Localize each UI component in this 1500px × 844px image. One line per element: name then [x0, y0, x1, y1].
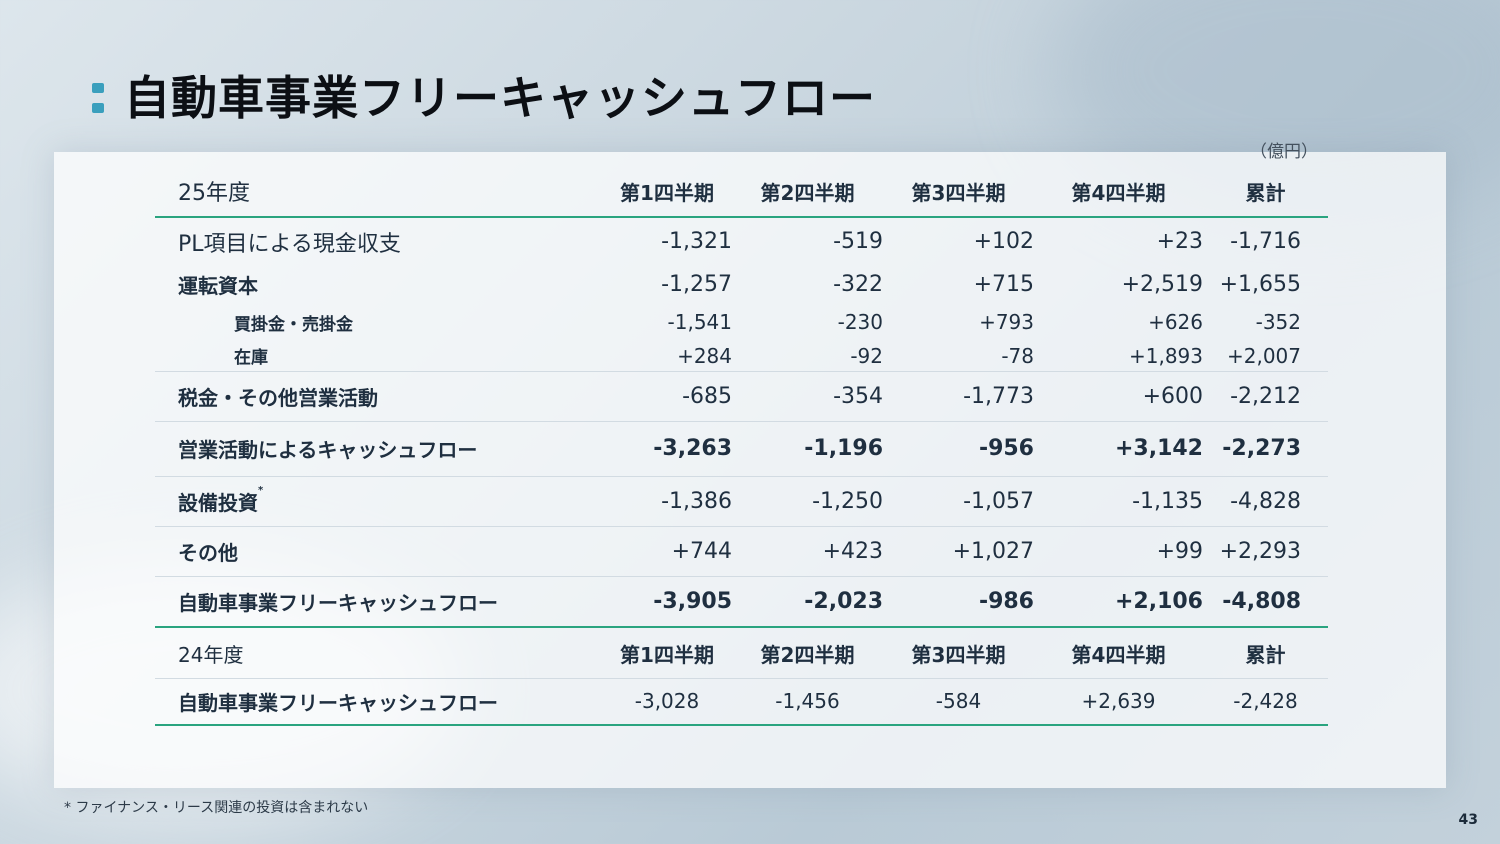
cell-value: +102 [973, 229, 1034, 254]
cell-value: -1,456 [732, 678, 883, 726]
unit-label: （億円） [1250, 142, 1318, 162]
table-row: その他 +744 +423 +1,027 +99 +2,293 [155, 526, 1328, 577]
cell-value: -4,828 [1203, 476, 1328, 527]
cell-value: -354 [732, 371, 883, 422]
cell-value: -956 [883, 421, 1034, 477]
cell-value: -3,028 [602, 678, 732, 726]
footnote-mark: * [258, 484, 264, 496]
cell-value: +793 [979, 310, 1034, 334]
row-label: 買掛金・売掛金 [234, 314, 353, 335]
header-row-fy24: 24年度 第1四半期 第2四半期 第3四半期 第4四半期 累計 [155, 627, 1328, 679]
cell-value: -1,135 [1034, 476, 1203, 527]
year-label: 24年度 [155, 627, 602, 679]
cell-value: +744 [602, 526, 732, 577]
row-label: 在庫 [155, 341, 602, 372]
table-row: 税金・その他営業活動 -685 -354 -1,773 +600 -2,212 [155, 371, 1328, 422]
cell-value: -92 [732, 341, 883, 372]
cell-value: -1,321 [661, 229, 732, 254]
row-label: 運転資本 [178, 273, 258, 298]
cell-value: +2,007 [1203, 341, 1328, 372]
cell-value: -685 [602, 371, 732, 422]
cell-value: +2,519 [1121, 271, 1203, 297]
cell-value: -519 [833, 229, 883, 254]
header-q2: 第2四半期 [732, 627, 883, 679]
cell-value: +3,142 [1034, 421, 1203, 477]
header-total: 累計 [1203, 627, 1328, 679]
year-label: 25年度 [178, 181, 250, 206]
header-q4: 第4四半期 [1034, 627, 1203, 679]
row-label: PL項目による現金収支 [178, 231, 401, 257]
header-q3: 第3四半期 [883, 627, 1034, 679]
cell-value: -4,808 [1203, 576, 1328, 628]
cell-value: +1,655 [1219, 271, 1301, 297]
row-label: その他 [155, 526, 602, 577]
cell-value: +626 [1148, 310, 1203, 334]
row-label: 自動車事業フリーキャッシュフロー [155, 678, 602, 726]
cell-value: -986 [883, 576, 1034, 628]
cell-value: -2,428 [1203, 678, 1328, 726]
cell-value: -3,905 [602, 576, 732, 628]
cell-value: -1,057 [883, 476, 1034, 527]
cell-value: -78 [883, 341, 1034, 372]
cell-value: +423 [732, 526, 883, 577]
cashflow-table: 25年度 第1四半期 第2四半期 第3四半期 第4四半期 累計 PL項目による現… [155, 166, 1328, 726]
cell-value: -2,273 [1203, 421, 1328, 477]
row-label: 税金・その他営業活動 [155, 371, 602, 422]
cell-value: +284 [602, 341, 732, 372]
cell-value: +2,106 [1034, 576, 1203, 628]
row-label: 設備投資 [178, 490, 258, 515]
cell-value: +23 [1156, 229, 1203, 254]
cell-value: -1,773 [883, 371, 1034, 422]
row-label: 自動車事業フリーキャッシュフロー [155, 576, 602, 628]
table-row-total: 自動車事業フリーキャッシュフロー -3,905 -2,023 -986 +2,1… [155, 576, 1328, 628]
row-label-capex: 設備投資* [155, 476, 602, 527]
table-row: PL項目による現金収支 -1,321 -519 +102 +23 -1,716 [155, 217, 1328, 265]
cell-value: +715 [973, 271, 1034, 297]
title-block: 自動車事業フリーキャッシュフロー [92, 62, 876, 128]
page-title: 自動車事業フリーキャッシュフロー [124, 71, 876, 125]
table-row: 買掛金・売掛金 -1,541 -230 +793 +626 -352 [155, 303, 1328, 341]
cell-value: -1,386 [602, 476, 732, 527]
cell-value: +1,027 [883, 526, 1034, 577]
header-row-fy25: 25年度 第1四半期 第2四半期 第3四半期 第4四半期 累計 [155, 166, 1328, 217]
title-marker-icon [92, 73, 106, 117]
table-row: 営業活動によるキャッシュフロー -3,263 -1,196 -956 +3,14… [155, 421, 1328, 477]
header-total: 累計 [1245, 180, 1286, 205]
cell-value: +2,293 [1203, 526, 1328, 577]
cell-value: -322 [833, 271, 883, 297]
cell-value: +2,639 [1034, 678, 1203, 726]
cell-value: +99 [1034, 526, 1203, 577]
table-row: 在庫 +284 -92 -78 +1,893 +2,007 [155, 341, 1328, 372]
header-q2: 第2四半期 [760, 180, 855, 205]
header-q1: 第1四半期 [620, 180, 714, 205]
page-number: 43 [1458, 812, 1478, 828]
table-row-fy24: 自動車事業フリーキャッシュフロー -3,028 -1,456 -584 +2,6… [155, 678, 1328, 726]
table-row: 運転資本 -1,257 -322 +715 +2,519 +1,655 [155, 265, 1328, 303]
cell-value: -1,257 [661, 271, 732, 297]
cell-value: -3,263 [602, 421, 732, 477]
cell-value: -1,541 [667, 310, 732, 334]
header-q4: 第4四半期 [1071, 180, 1166, 205]
cell-value: -2,212 [1203, 371, 1328, 422]
cell-value: -1,716 [1230, 229, 1301, 254]
cell-value: -2,023 [732, 576, 883, 628]
table-row: 設備投資* -1,386 -1,250 -1,057 -1,135 -4,828 [155, 476, 1328, 527]
header-q3: 第3四半期 [911, 180, 1006, 205]
row-label: 営業活動によるキャッシュフロー [155, 421, 602, 477]
cell-value: -1,250 [732, 476, 883, 527]
cell-value: -230 [837, 310, 883, 334]
cell-value: +1,893 [1034, 341, 1203, 372]
cell-value: +600 [1034, 371, 1203, 422]
header-q1: 第1四半期 [602, 627, 732, 679]
cell-value: -352 [1255, 310, 1301, 334]
cell-value: -1,196 [732, 421, 883, 477]
cell-value: -584 [883, 678, 1034, 726]
footnote: * ファイナンス・リース関連の投資は含まれない [64, 800, 369, 816]
